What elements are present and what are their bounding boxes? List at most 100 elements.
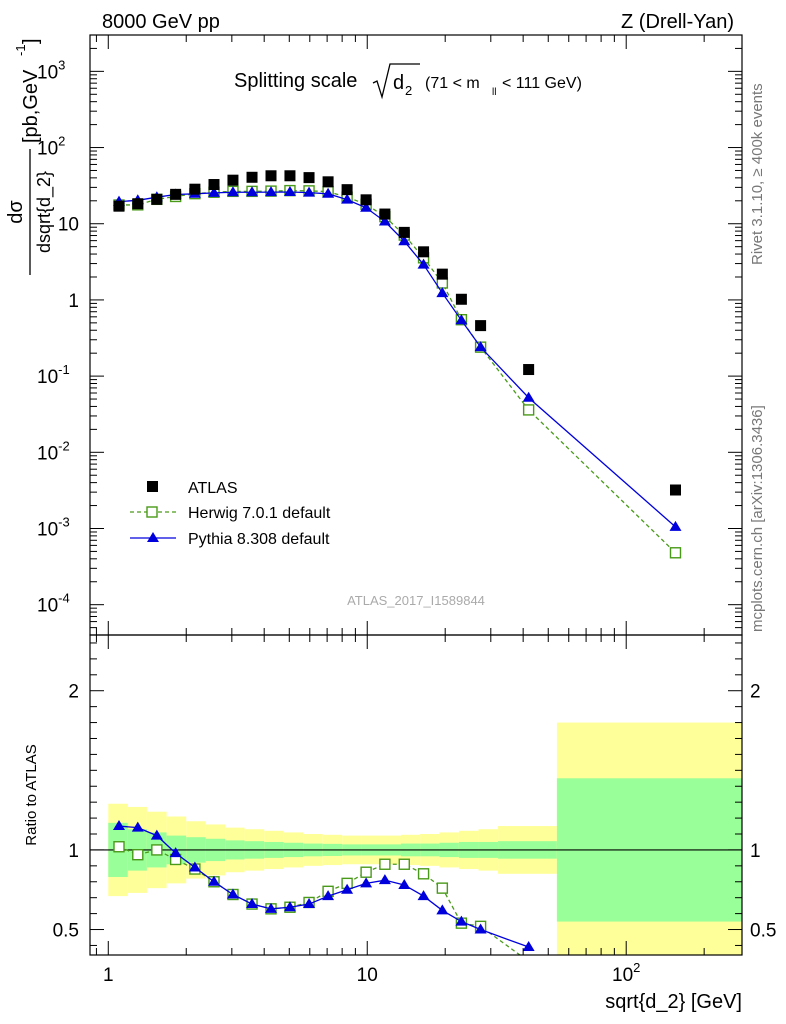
herwig-ratio-point (398, 858, 410, 870)
atlas-point (436, 268, 448, 280)
ratio-y-tick-label: 0.5 (53, 921, 79, 942)
atlas-point (322, 176, 334, 188)
atlas-point (284, 170, 296, 182)
y-tick-label: 10-4 (37, 591, 70, 617)
title-sqrt-sub: 2 (405, 83, 412, 98)
pythia-point (226, 186, 239, 197)
pythia-ratio-point (436, 904, 449, 915)
pythia-point (207, 186, 220, 197)
pythia-point (417, 258, 430, 269)
herwig-ratio-point (151, 844, 163, 856)
ratio-y-tick-label-right: 1 (750, 841, 761, 862)
ylabel-units-sup: -1 (13, 44, 28, 56)
pythia-ratio-point (303, 898, 316, 909)
atlas-point (360, 194, 372, 206)
herwig-point (522, 404, 535, 416)
pythia-point (669, 520, 682, 531)
pythia-ratio-point (360, 877, 373, 888)
pythia-ratio-point (417, 890, 430, 901)
pythia-ratio-point (378, 874, 391, 885)
atlas-point (669, 484, 681, 496)
ratio-bands-layer (90, 722, 742, 955)
atlas-point (265, 170, 277, 182)
pythia-ratio-point (150, 829, 163, 840)
legend-atlas-label: ATLAS (188, 480, 238, 497)
pythia-ratio-point (112, 820, 125, 831)
pythia-point (265, 186, 278, 197)
pythia-point (360, 201, 373, 212)
atlas-point (208, 179, 220, 191)
atlas-point (132, 198, 144, 210)
mcplots-label: mcplots.cern.ch [arXiv:1306.3436] (749, 405, 766, 632)
atlas-point (227, 174, 239, 186)
herwig-point (669, 547, 682, 559)
y-tick-label: 10-3 (37, 514, 70, 540)
atlas-point (455, 293, 467, 305)
ratio-frame (89, 634, 743, 956)
pythia-ratio-point (188, 861, 201, 872)
ratio-y-tick-label: 1 (68, 841, 79, 862)
title-range-close: < 111 GeV) (502, 75, 582, 92)
analysis-label: ATLAS_2017_I1589844 (347, 593, 485, 608)
atlas-point (523, 364, 535, 376)
ratio-x-axis: 1 10 102 (95, 635, 705, 986)
pythia-point (378, 215, 391, 226)
pythia-ratio-point (246, 898, 259, 909)
legend-pythia-marker (147, 532, 159, 542)
herwig-ratio-point (436, 882, 449, 894)
main-x-axis (95, 35, 705, 635)
pythia-ratio-point (226, 888, 239, 899)
ratio-plot: 0.5 0.5 1 1 2 2 1 10 102 Ratio to ATLAS sqrt{d_… (23, 634, 776, 1013)
main-y-label: dσ dsqrt{d_2} [pb,GeV -1 ] (5, 38, 55, 275)
pythia-ratio-point (322, 890, 335, 901)
legend-herwig-label: Herwig 7.0.1 default (188, 505, 331, 522)
herwig-ratio-point (113, 841, 125, 853)
ylabel-denominator: dsqrt{d_2} (34, 171, 55, 253)
pythia-line (118, 191, 676, 528)
herwig-ratio-point (379, 858, 391, 870)
y-tick-label: 10-2 (37, 438, 70, 464)
pythia-point (303, 186, 316, 197)
pythia-ratio-point (207, 875, 220, 886)
pythia-ratio-point (474, 923, 487, 934)
main-series-layer (112, 170, 682, 559)
herwig-line (118, 189, 676, 554)
pythia-point (341, 193, 354, 204)
title-range-open: (71 < m (425, 75, 480, 92)
ylabel-numerator: dσ (5, 200, 27, 224)
title-sqrt-var: d (393, 72, 404, 94)
atlas-point (189, 183, 201, 195)
atlas-point (398, 226, 410, 238)
pythia-point (522, 391, 535, 402)
ratio-y-axis: 0.5 0.5 1 1 2 2 (53, 642, 776, 946)
header-right: Z (Drell-Yan) (621, 11, 734, 33)
atlas-point (246, 171, 258, 183)
pythia-ratio-point (265, 902, 278, 913)
atlas-point (341, 184, 353, 196)
x-tick-label: 1 (103, 965, 114, 986)
main-plot: 10-4 10-3 10-2 10-1 1 10 102 103 Splitting scal… (5, 34, 743, 636)
pythia-point (283, 185, 296, 196)
y-tick-label: 102 (37, 134, 65, 160)
atlas-point (379, 208, 391, 220)
pythia-ratio-point (169, 847, 182, 858)
pythia-ratio-point (131, 821, 144, 832)
atlas-point (170, 188, 182, 200)
y-tick-label: 10-1 (37, 362, 70, 388)
herwig-ratio-point (417, 868, 430, 880)
pythia-point (246, 186, 259, 197)
pythia-ratio-point (341, 883, 354, 894)
legend-herwig-marker (146, 506, 158, 518)
legend: ATLAS Herwig 7.0.1 default Pythia 8.308 … (130, 480, 331, 548)
header-left: 8000 GeV pp (102, 11, 220, 33)
title-range-sub: ll (492, 87, 496, 98)
atlas-point (475, 320, 487, 332)
herwig-ratio-point (360, 866, 372, 878)
pythia-ratio-point (455, 915, 468, 926)
x-axis-label: sqrt{d_2} [GeV] (605, 991, 742, 1013)
pythia-point (474, 341, 487, 352)
pythia-point (455, 314, 468, 325)
sqrt-sign-icon (372, 63, 420, 100)
pythia-ratio-point (522, 941, 535, 952)
